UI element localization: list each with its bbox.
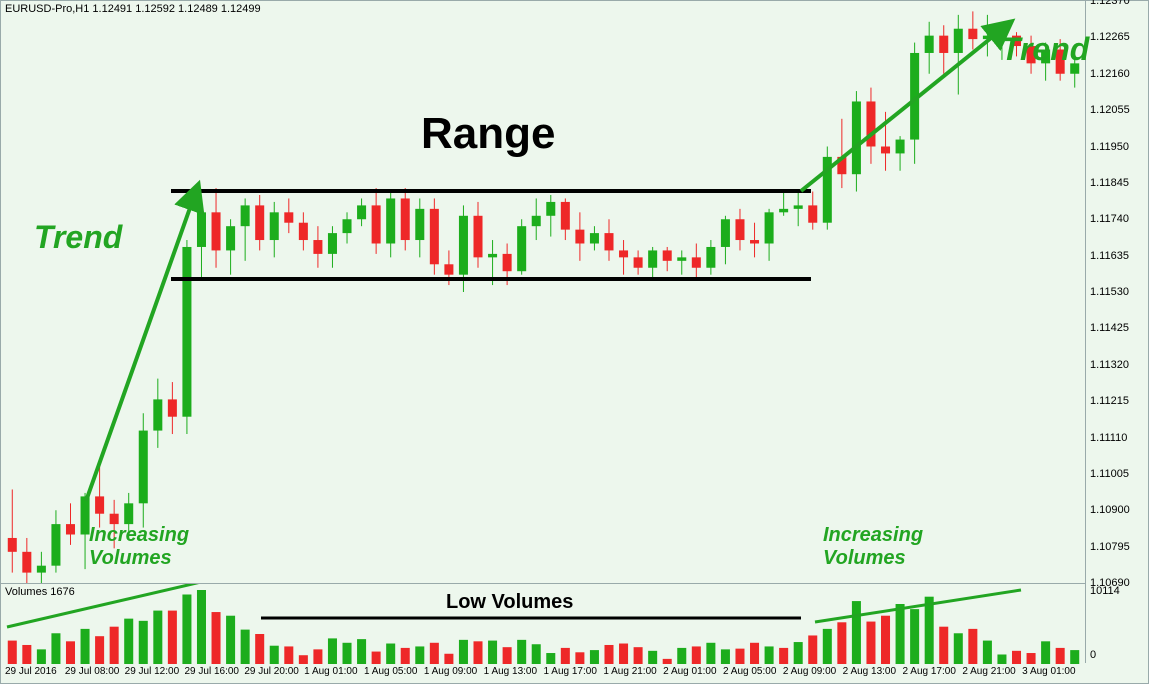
range-label: Range (421, 109, 555, 159)
trend-label-right: Trend (1001, 31, 1089, 68)
price-axis: 1.106901.107951.109001.110051.111101.112… (1086, 1, 1149, 583)
time-axis: 29 Jul 201629 Jul 08:0029 Jul 12:0029 Ju… (1, 663, 1086, 683)
increasing-volumes-label-right: IncreasingVolumes (823, 524, 923, 570)
volume-axis: 10114 0 (1086, 583, 1149, 663)
candlestick-svg (1, 1, 1086, 583)
increasing-volumes-label-left: IncreasingVolumes (89, 524, 189, 570)
price-chart-panel[interactable]: EURUSD-Pro,H1 1.12491 1.12592 1.12489 1.… (1, 1, 1086, 583)
trend-label-left: Trend (34, 219, 122, 256)
chart-window: EURUSD-Pro,H1 1.12491 1.12592 1.12489 1.… (0, 0, 1149, 684)
low-volumes-label: Low Volumes (446, 591, 573, 614)
